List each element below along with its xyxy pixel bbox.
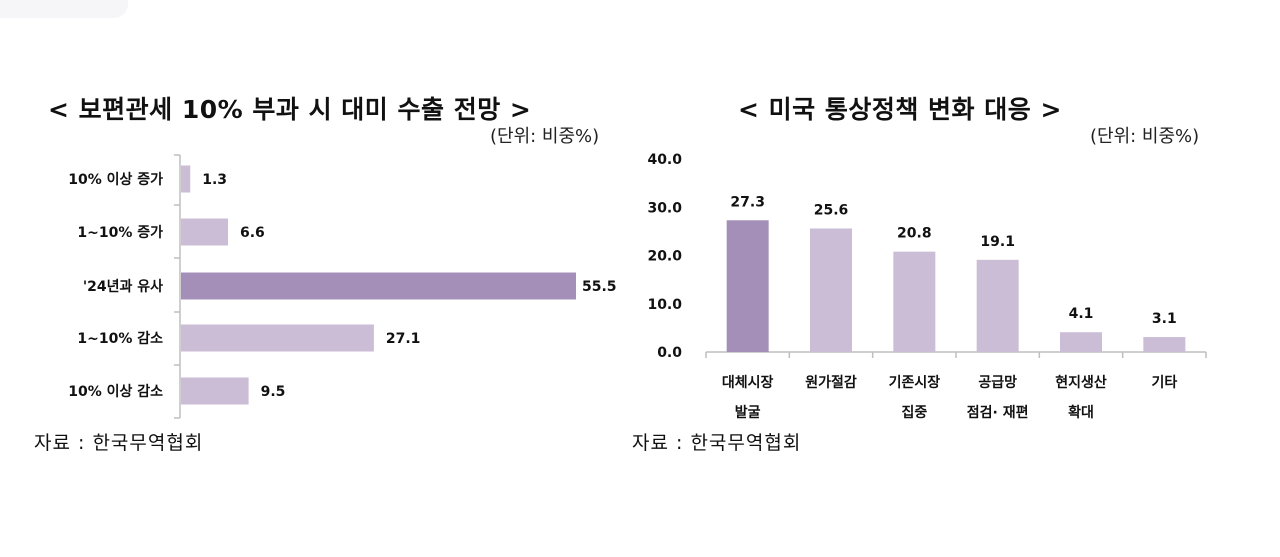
bar bbox=[893, 251, 936, 352]
category-label: 기존시장 bbox=[889, 374, 941, 391]
category-label: 발굴 bbox=[735, 404, 761, 421]
corner-tab bbox=[0, 0, 128, 18]
y-tick-label: 0.0 bbox=[657, 345, 682, 361]
bar bbox=[181, 272, 576, 300]
bar bbox=[1143, 337, 1186, 352]
bar bbox=[1060, 332, 1102, 352]
bar bbox=[181, 165, 191, 193]
category-label: 공급망 bbox=[978, 374, 1017, 391]
category-label: 1~10% 감소 bbox=[77, 330, 163, 347]
data-label: 19.1 bbox=[980, 234, 1015, 250]
data-label: 4.1 bbox=[1069, 306, 1094, 322]
data-label: 1.3 bbox=[202, 172, 227, 188]
bar bbox=[976, 259, 1019, 352]
category-label: 집중 bbox=[901, 404, 927, 421]
bar bbox=[181, 218, 228, 246]
category-label: '24년과 유사 bbox=[83, 279, 163, 295]
data-label: 3.1 bbox=[1152, 311, 1177, 327]
bar bbox=[181, 377, 249, 405]
y-tick-label: 40.0 bbox=[647, 152, 682, 168]
bar bbox=[726, 220, 769, 352]
right-chart-source: 자료 : 한국무역협회 bbox=[632, 432, 802, 454]
y-tick-label: 20.0 bbox=[647, 249, 682, 265]
category-label: 1~10% 증가 bbox=[77, 225, 163, 241]
right-chart-title: < 미국 통상정책 변화 대응 > bbox=[738, 95, 1062, 124]
bar bbox=[810, 228, 852, 352]
left-chart-source: 자료 : 한국무역협회 bbox=[34, 432, 204, 454]
category-label: 원가절감 bbox=[805, 374, 857, 391]
y-tick-label: 10.0 bbox=[647, 297, 682, 313]
category-label: 10% 이상 증가 bbox=[68, 171, 163, 188]
category-label: 기타 bbox=[1151, 375, 1177, 391]
data-label: 20.8 bbox=[897, 226, 932, 242]
left-bar-chart: 10% 이상 증가 1.3 1~10% 증가 6.6 '24년과 유사 55.5 1~10%… bbox=[68, 154, 617, 419]
category-label: 점검· 재편 bbox=[967, 404, 1029, 421]
data-label: 6.6 bbox=[240, 225, 265, 241]
data-label: 27.3 bbox=[730, 194, 765, 210]
category-label: 확대 bbox=[1068, 404, 1094, 421]
data-label: 25.6 bbox=[814, 202, 849, 218]
category-label: 현지생산 bbox=[1055, 374, 1107, 391]
data-label: 9.5 bbox=[261, 384, 286, 400]
category-label: 대체시장 bbox=[722, 374, 774, 391]
category-label: 10% 이상 감소 bbox=[68, 383, 163, 400]
bar bbox=[181, 324, 374, 352]
data-label: 27.1 bbox=[386, 331, 421, 347]
right-chart-unit: (단위: 비중%) bbox=[1090, 126, 1200, 147]
y-tick-label: 30.0 bbox=[647, 200, 682, 216]
left-chart-title: < 보편관세 10% 부과 시 대미 수출 전망 > bbox=[48, 95, 532, 124]
left-chart-unit: (단위: 비중%) bbox=[490, 126, 600, 147]
data-label: 55.5 bbox=[582, 279, 617, 295]
